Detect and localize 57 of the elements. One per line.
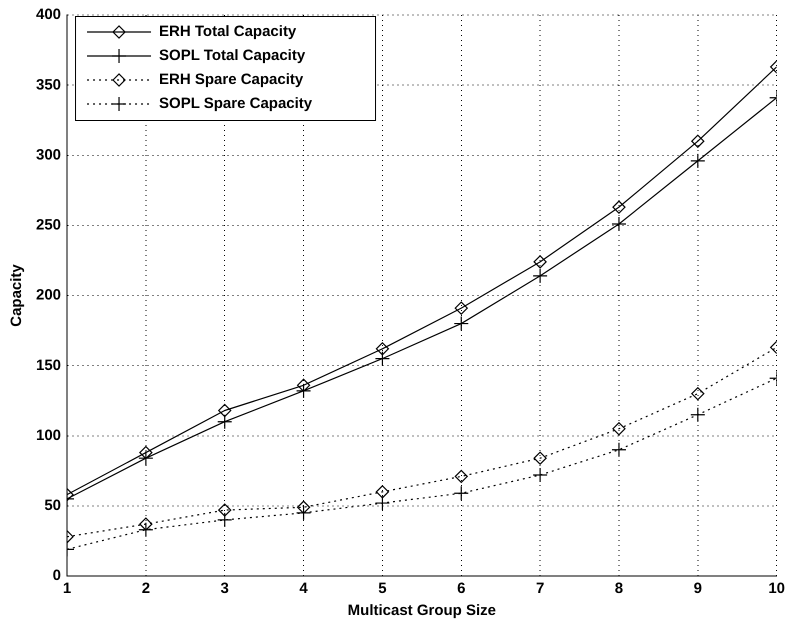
legend-label: SOPL Spare Capacity bbox=[159, 95, 313, 112]
point bbox=[691, 134, 704, 148]
point bbox=[691, 387, 704, 400]
x-tick-label: 8 bbox=[614, 580, 624, 598]
x-tick-label: 4 bbox=[299, 580, 308, 598]
x-tick-label: 10 bbox=[768, 580, 785, 598]
point bbox=[454, 316, 469, 332]
x-tick-label: 2 bbox=[142, 580, 150, 598]
point bbox=[138, 522, 154, 538]
point bbox=[138, 450, 154, 466]
y-tick-label: 0 bbox=[52, 567, 62, 584]
x-tick-label: 1 bbox=[62, 580, 72, 598]
point bbox=[690, 153, 706, 168]
point bbox=[218, 503, 232, 517]
y-tick-label: 150 bbox=[36, 356, 62, 374]
point bbox=[376, 342, 390, 356]
point bbox=[296, 500, 310, 514]
point bbox=[534, 452, 547, 465]
point bbox=[296, 505, 312, 520]
x-tick-label: 5 bbox=[378, 580, 387, 598]
point bbox=[374, 351, 390, 366]
point bbox=[690, 407, 706, 422]
y-tick-label: 400 bbox=[36, 6, 62, 24]
y-tick-label: 100 bbox=[36, 426, 62, 444]
point bbox=[612, 422, 626, 436]
y-tick-label: 250 bbox=[36, 216, 62, 234]
x-tick-label: 6 bbox=[457, 580, 466, 598]
legend-label: SOPL Total Capacity bbox=[159, 47, 306, 64]
x-tick-label: 7 bbox=[536, 580, 544, 598]
point bbox=[139, 518, 152, 531]
point bbox=[454, 470, 468, 484]
y-tick-label: 50 bbox=[44, 497, 62, 514]
y-axis-title: Capacity bbox=[8, 264, 26, 327]
point bbox=[296, 378, 310, 392]
y-tick-label: 200 bbox=[36, 286, 62, 304]
point bbox=[532, 467, 548, 483]
x-tick-label: 9 bbox=[694, 580, 702, 598]
point bbox=[611, 442, 627, 458]
point bbox=[611, 216, 627, 232]
point bbox=[218, 404, 232, 418]
point bbox=[534, 255, 547, 268]
legend-label: ERH Total Capacity bbox=[159, 23, 297, 40]
point bbox=[296, 383, 312, 398]
point bbox=[376, 485, 390, 498]
point bbox=[532, 268, 548, 284]
point bbox=[454, 486, 469, 501]
x-axis-title: Multicast Group Size bbox=[348, 602, 496, 620]
point bbox=[454, 302, 468, 315]
point bbox=[374, 495, 390, 511]
legend-label: ERH Spare Capacity bbox=[159, 71, 304, 88]
y-tick-label: 350 bbox=[36, 76, 62, 94]
y-tick-label: 300 bbox=[36, 146, 62, 164]
point bbox=[139, 446, 152, 460]
point bbox=[217, 414, 232, 430]
point bbox=[612, 200, 626, 214]
point bbox=[217, 512, 232, 528]
x-tick-label: 3 bbox=[220, 580, 229, 598]
